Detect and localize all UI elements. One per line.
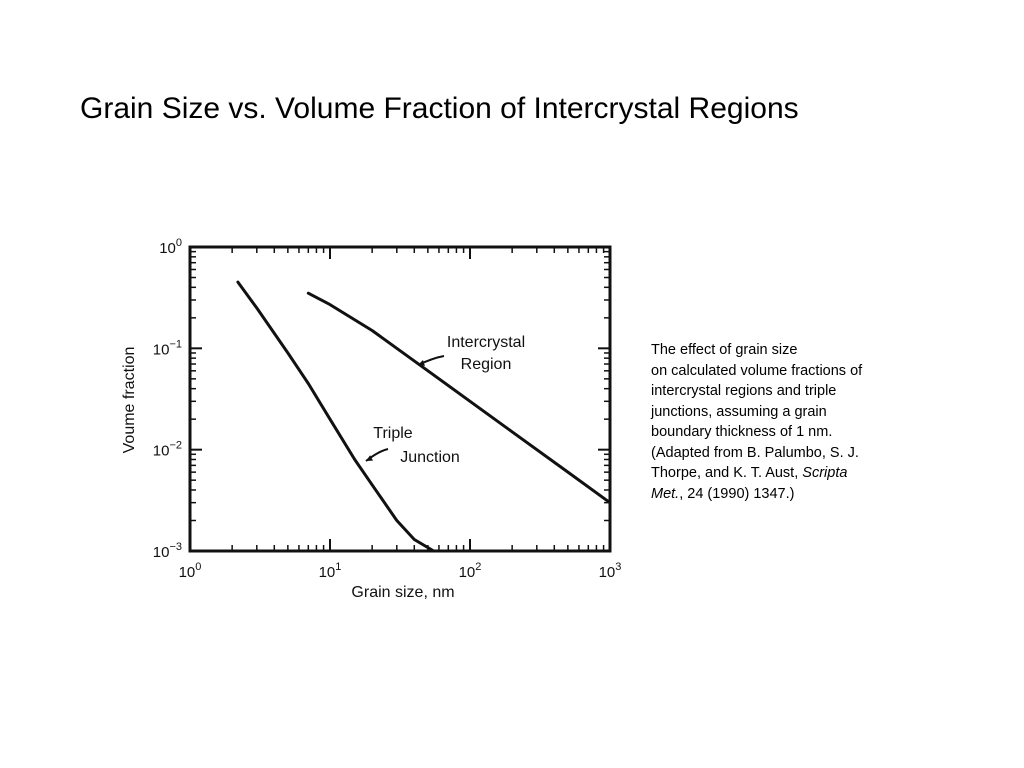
chart-container: Intercrystal Region Triple Junction 100 101 1… [110,225,630,615]
y-tick-label: 10−2 [153,440,182,460]
caption-line: boundary thickness of 1 nm. [651,424,833,440]
x-tick-label: 100 [179,561,202,581]
x-tick-label: 102 [459,561,482,581]
y-tick-label: 10−1 [153,338,182,358]
caption-citation: , 24 (1990) 1347.) [679,485,795,502]
caption-line: on calculated volume fractions of [651,362,863,379]
plot-frame [188,245,612,553]
caption-line: intercrystal regions and triple [651,383,837,399]
x-axis-label: Grain size, nm [351,584,454,601]
figure-caption: The effect of grain size on calculated v… [651,340,906,504]
caption-line: The effect of grain size [651,342,798,358]
annotation-triple-line2: Junction [400,449,460,466]
series-line-triple-junction [236,280,436,551]
caption-line: (Adapted from B. Palumbo, S. J. [651,444,859,461]
annotation-intercrystal-line1: Intercrystal [447,334,525,351]
y-tick-label: 100 [159,237,182,257]
caption-line: junctions, assuming a grain [651,403,827,420]
annotation-intercrystal-line2: Region [461,356,512,373]
chart-svg: Intercrystal Region Triple Junction 100 101 1… [121,237,622,601]
annotation-triple-line1: Triple [373,425,413,442]
x-tick-label: 103 [599,561,622,581]
annotation-triple-arrow-head [366,455,373,461]
y-tick-label: 10−3 [153,541,182,561]
annotation-intercrystal-arrow-head [418,360,425,366]
y-axis-label: Voume fraction [121,347,138,454]
series-line-intercrystal-region [306,291,610,505]
slide-title: Grain Size vs. Volume Fraction of Interc… [80,92,799,125]
x-tick-label: 101 [319,561,342,581]
caption-line: Thorpe, and K. T. Aust, [651,465,803,481]
caption-journal-name: Scripta [802,465,848,481]
caption-journal-abbrev: Met. [651,485,680,502]
